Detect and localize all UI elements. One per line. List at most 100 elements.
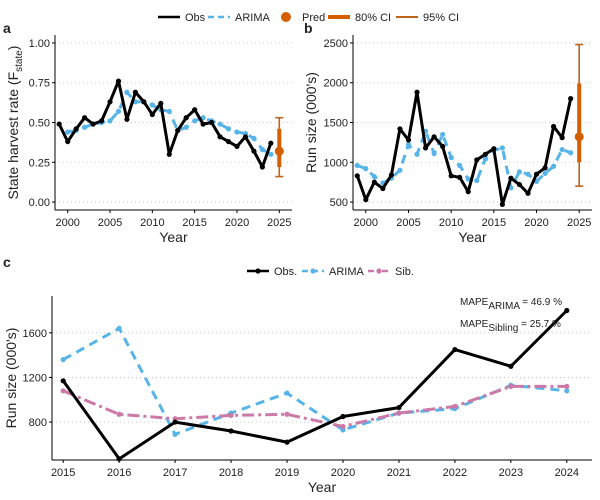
data-point-obs [158, 100, 164, 107]
data-point-obs [559, 135, 565, 141]
y-tick-label: 0.25 [29, 157, 50, 169]
x-tick-label: 2018 [219, 467, 243, 479]
data-point-obs [251, 148, 257, 154]
x-axis-title: Year [458, 229, 487, 245]
data-point-obs [533, 171, 540, 177]
data-point-obs [525, 190, 531, 196]
data-point-arima [225, 126, 232, 132]
data-point-obs [431, 134, 437, 140]
data-point-obs [228, 428, 234, 434]
data-point-obs [268, 140, 274, 146]
data-point-arima [354, 162, 360, 169]
data-point-obs [491, 146, 497, 152]
y-tick-label: 800 [29, 417, 47, 429]
data-point-arima [482, 156, 488, 162]
data-point-obs [568, 96, 574, 102]
x-tick-label: 2024 [555, 467, 579, 479]
x-tick-label: 2020 [331, 467, 355, 479]
data-point-arima [431, 150, 437, 157]
y-tick-label: 2000 [324, 78, 348, 90]
data-point-obs [124, 116, 130, 122]
x-tick-label: 2010 [439, 217, 463, 229]
data-point-arima [116, 325, 122, 331]
prediction-point [274, 146, 284, 156]
data-point-obs [448, 173, 454, 179]
y-tick-label: 0.00 [29, 197, 50, 209]
series-line-arima [62, 326, 567, 436]
data-point-arima [217, 121, 223, 127]
data-point-sib [340, 423, 346, 430]
data-point-arima [149, 102, 155, 108]
legend-swatch-pred [281, 12, 291, 22]
data-point-arima [183, 124, 189, 130]
data-point-obs [73, 126, 79, 132]
data-point-obs [172, 419, 178, 425]
data-point-obs [166, 151, 172, 157]
data-point-arima [107, 118, 113, 124]
x-tick-label: 2005 [98, 217, 122, 229]
data-point-arima [60, 356, 66, 363]
legend-label: 80% CI [355, 12, 391, 24]
data-point-obs [388, 172, 395, 178]
data-point-obs [508, 363, 514, 369]
data-point-sib [116, 411, 122, 417]
legend-label: ARIMA [329, 266, 365, 278]
data-point-sib [396, 410, 402, 416]
x-tick-label: 2025 [567, 217, 591, 229]
x-tick-label: 2025 [267, 217, 291, 229]
data-point-obs [259, 164, 265, 170]
legend-dot [255, 268, 261, 274]
data-point-obs [452, 346, 458, 353]
data-point-sib [508, 383, 514, 389]
x-tick-label: 2020 [225, 217, 249, 229]
y-tick-label: 1.00 [29, 38, 50, 50]
y-tick-label: 1000 [324, 157, 348, 169]
data-point-arima [465, 176, 471, 182]
data-point-obs [474, 157, 480, 163]
data-point-obs [550, 123, 557, 130]
panel-c: 800 1200 1600 2015 2016 2017 2018 2019 2020 2021 2… [3, 296, 592, 495]
x-tick-label: 2021 [387, 467, 411, 479]
data-point-obs [65, 138, 71, 145]
series-line-obs [355, 90, 573, 206]
x-tick-label: 2017 [163, 467, 187, 479]
mape-annotation: MAPEARIMA = 46.9 % [460, 297, 562, 312]
x-tick-label: 2015 [482, 217, 506, 229]
data-point-arima [440, 131, 446, 138]
legend-label: Pred [302, 12, 325, 24]
data-point-obs [242, 134, 249, 140]
data-point-obs [482, 151, 488, 157]
data-point-obs [414, 89, 420, 95]
data-point-arima [516, 169, 523, 175]
data-point-arima [82, 124, 88, 130]
data-point-obs [116, 456, 122, 462]
legend-label: Sib. [395, 266, 414, 278]
data-point-obs [149, 111, 155, 118]
data-point-obs [284, 439, 290, 445]
legend-label: ARIMA [235, 12, 271, 24]
data-point-arima [405, 142, 412, 148]
panel-b: 500 1000 1500 2000 2500 2000 2005 2010 2015 2020 2… [303, 35, 592, 245]
x-tick-label: 2022 [443, 467, 467, 479]
x-tick-label: 2000 [354, 217, 378, 229]
data-point-arima [397, 167, 403, 173]
data-point-arima [284, 390, 290, 396]
data-point-obs [208, 119, 215, 126]
panel-label-b: b [304, 20, 313, 36]
data-point-arima [115, 108, 122, 114]
data-point-arima [457, 162, 463, 169]
data-point-obs [56, 121, 62, 127]
y-tick-label: 500 [330, 197, 348, 209]
data-point-arima [525, 171, 531, 177]
data-point-arima [448, 154, 454, 161]
data-point-obs [141, 99, 147, 105]
data-point-obs [183, 115, 189, 121]
y-tick-label: 0.50 [29, 118, 50, 130]
data-point-obs [542, 165, 548, 171]
data-point-arima [499, 145, 505, 151]
series-line-obs [61, 309, 568, 461]
data-point-obs [405, 137, 412, 143]
data-point-obs [380, 185, 386, 192]
y-axis-title: Run size (000's) [303, 72, 319, 173]
